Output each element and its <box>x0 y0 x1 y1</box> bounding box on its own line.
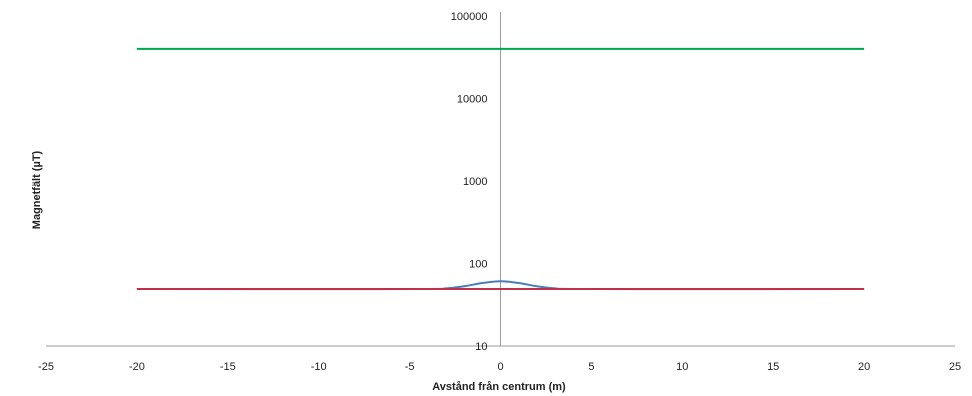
x-tick-label: -15 <box>220 361 236 373</box>
y-tick-label: 10000 <box>457 94 488 106</box>
x-tick-label: -5 <box>405 361 415 373</box>
x-tick-label: 10 <box>676 361 688 373</box>
y-axis-title: Magnetfält (µT) <box>31 150 43 229</box>
x-tick-label: 15 <box>767 361 779 373</box>
x-tick-label: -10 <box>311 361 327 373</box>
y-tick-label: 100000 <box>451 11 488 23</box>
x-tick-label: -20 <box>129 361 145 373</box>
x-tick-label: 5 <box>588 361 594 373</box>
x-tick-label: 20 <box>858 361 870 373</box>
x-axis-title: Avstånd från centrum (m) <box>432 381 566 393</box>
y-tick-label: 1000 <box>463 176 487 188</box>
x-tick-label: -25 <box>38 361 54 373</box>
x-tick-labels: -25 -20 -15 -10 -5 0 5 10 15 20 25 <box>38 361 961 373</box>
y-tick-labels: 10 100 1000 10000 100000 <box>451 11 488 353</box>
y-tick-label: 100 <box>469 259 487 271</box>
x-tick-label: 25 <box>949 361 961 373</box>
series-lines <box>136 47 865 291</box>
x-tick-label: 0 <box>497 361 503 373</box>
y-tick-label: 10 <box>475 341 487 353</box>
